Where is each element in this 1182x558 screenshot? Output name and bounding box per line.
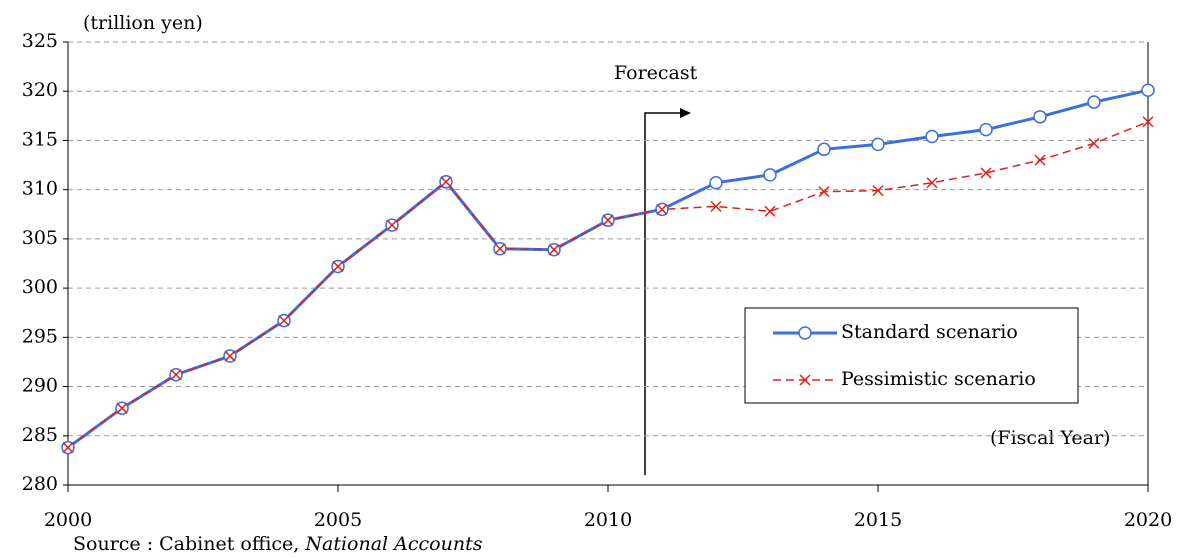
point [386,219,398,231]
x-tick-label: 2015 [854,509,902,531]
point [925,129,939,144]
point [602,214,614,226]
source-italic: National Accounts [304,533,482,555]
forecast-label: Forecast [614,62,698,84]
point [62,442,74,454]
x-tick-label: 2005 [314,509,362,531]
forecast-arrowhead [680,108,691,118]
x-tick-label: 2020 [1124,509,1172,531]
point [1034,154,1046,166]
legend-box [744,307,1079,404]
y-tick-label: 290 [22,375,58,397]
legend-label: Pessimistic scenario [841,368,1036,390]
point [763,168,777,182]
point [1088,137,1100,149]
legend-marker [799,374,811,386]
point [332,260,344,272]
y-tick-label: 315 [22,128,58,150]
point [548,244,560,256]
point [817,142,831,157]
legend-label: Standard scenario [841,321,1018,343]
point [979,122,993,137]
point [440,176,452,188]
legend: Standard scenario Pessimistic scenario [744,307,1079,404]
x-tick-label: 2010 [584,509,632,531]
legend-marker [798,326,812,340]
point [1033,110,1047,124]
point [170,369,182,381]
y-axis-label: (trillion yen) [83,12,203,34]
point [872,185,884,197]
forecast-arrow [644,112,680,475]
point [980,167,992,179]
point [871,137,885,152]
point [278,315,290,327]
y-tick-label: 300 [22,276,58,298]
point [764,205,776,217]
y-tick-label: 280 [22,473,58,495]
y-tick-label: 305 [22,227,58,249]
point [224,350,236,362]
y-tick-label: 295 [22,325,58,347]
point [494,243,506,255]
point [116,402,128,414]
point [818,186,830,198]
x-tick-label: 2000 [44,509,92,531]
point [709,176,723,190]
y-tick-label: 320 [22,79,58,101]
y-tick-label: 310 [22,178,58,200]
point [1141,83,1155,97]
point [1142,116,1154,128]
point [926,177,938,189]
y-tick-label: 285 [22,424,58,446]
y-tick-label: 325 [22,30,58,52]
source: Source : Cabinet office, National Accoun… [73,533,483,555]
point [656,203,668,215]
source-text: Source : Cabinet office, [73,533,299,555]
point [1087,95,1101,109]
x-axis-label: (Fiscal Year) [990,427,1110,449]
point [710,200,722,212]
